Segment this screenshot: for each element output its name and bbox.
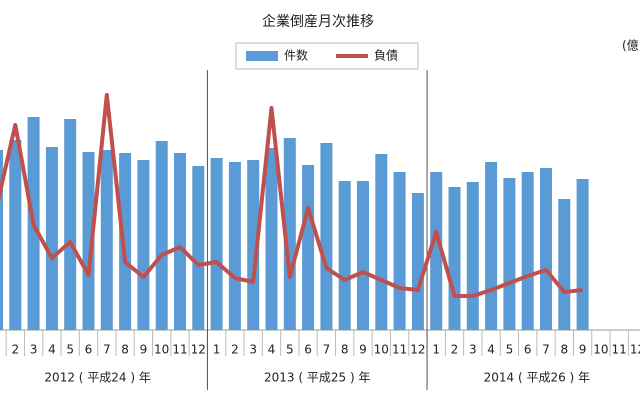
- x-tick-label: 9: [359, 343, 367, 357]
- bar: [283, 138, 296, 330]
- x-tick-label: 6: [304, 343, 312, 357]
- x-tick-label: 12: [191, 343, 206, 357]
- x-tick-label: 2: [451, 343, 459, 357]
- x-tick-label: 5: [506, 343, 514, 357]
- chart-title: 企業倒産月次推移: [262, 13, 374, 30]
- x-tick-label: 1: [213, 343, 221, 357]
- x-tick-label: 2: [231, 343, 239, 357]
- x-tick-label: 6: [524, 343, 532, 357]
- bar: [100, 150, 113, 330]
- bar: [521, 172, 534, 330]
- y2-axis-label: (億: [622, 39, 639, 53]
- bar: [338, 181, 351, 330]
- x-tick-label: 4: [268, 343, 276, 357]
- bar: [430, 172, 443, 330]
- bar: [9, 140, 22, 330]
- bar: [558, 199, 571, 330]
- x-tick-label: 8: [121, 343, 129, 357]
- x-tick-label: 3: [249, 343, 257, 357]
- x-tick-label: 10: [593, 343, 608, 357]
- line: [0, 93, 583, 298]
- bar: [82, 152, 95, 330]
- bar: [393, 172, 406, 330]
- x-group-label: 2014 ( 平成26 ) 年: [484, 371, 590, 385]
- x-tick-label: 10: [154, 343, 169, 357]
- x-tick-label: 12: [630, 343, 640, 357]
- bar: [448, 187, 461, 330]
- x-tick-label: 2: [11, 343, 19, 357]
- x-tick-label: 4: [48, 343, 56, 357]
- x-tick-label: 11: [392, 343, 407, 357]
- bar: [375, 154, 388, 330]
- x-tick-label: 8: [341, 343, 349, 357]
- x-group-label: 2012 ( 平成24 ) 年: [44, 371, 150, 385]
- x-tick-label: 1: [432, 343, 440, 357]
- x-tick-label: 7: [323, 343, 331, 357]
- x-tick-label: 5: [286, 343, 294, 357]
- bar: [576, 179, 589, 330]
- bar: [503, 178, 516, 330]
- bar: [540, 168, 552, 330]
- x-group-label: 2013 ( 平成25 ) 年: [264, 371, 370, 385]
- bar: [247, 160, 260, 330]
- x-tick-label: 9: [140, 343, 148, 357]
- x-tick-label: 11: [172, 343, 187, 357]
- bar: [466, 182, 479, 330]
- x-tick-label: 1: [0, 343, 1, 357]
- legend-swatch: [246, 51, 278, 61]
- x-tick-label: 4: [487, 343, 495, 357]
- bar: [0, 150, 3, 330]
- x-tick-label: 3: [469, 343, 477, 357]
- x-tick-label: 3: [30, 343, 38, 357]
- bar: [192, 166, 205, 330]
- bar: [64, 119, 77, 330]
- legend-label: 負債: [374, 48, 398, 63]
- bar: [485, 162, 498, 330]
- bar: [320, 143, 333, 330]
- x-tick-label: 9: [579, 343, 587, 357]
- x-tick-label: 12: [410, 343, 425, 357]
- bar: [119, 153, 132, 330]
- bar: [155, 141, 168, 330]
- bar: [228, 162, 241, 330]
- x-tick-label: 10: [374, 343, 389, 357]
- x-tick-label: 7: [542, 343, 550, 357]
- bar: [210, 158, 223, 330]
- x-tick-label: 5: [66, 343, 74, 357]
- legend-label: 件数: [284, 48, 308, 63]
- x-tick-label: 7: [103, 343, 111, 357]
- bar: [357, 181, 369, 330]
- bar: [174, 153, 186, 330]
- bar: [45, 147, 58, 330]
- x-tick-label: 8: [560, 343, 568, 357]
- bar: [137, 160, 150, 330]
- x-tick-label: 11: [612, 343, 627, 357]
- x-tick-label: 6: [85, 343, 93, 357]
- bar: [302, 165, 315, 330]
- bar: [265, 148, 278, 330]
- bar: [411, 193, 424, 330]
